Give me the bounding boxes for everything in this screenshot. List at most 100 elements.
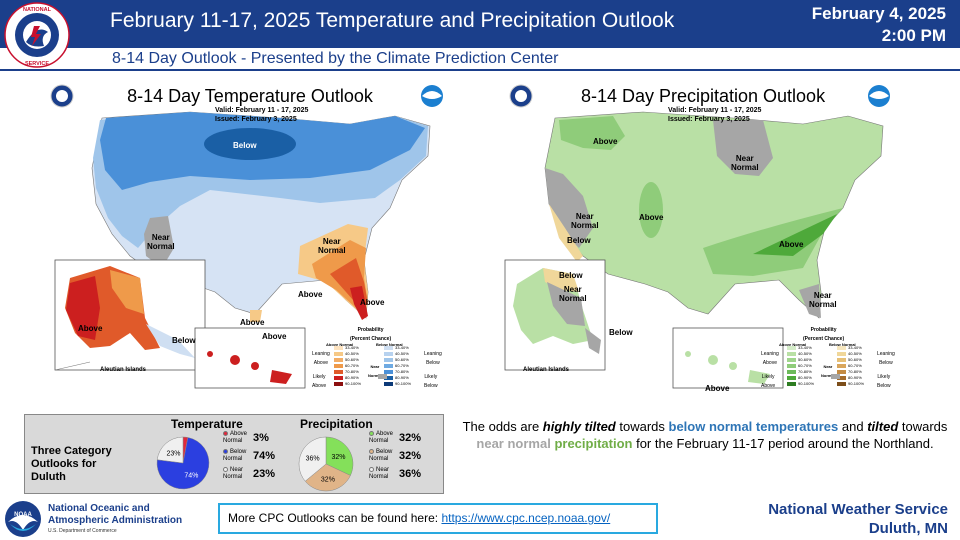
category-label: Near Normal (223, 467, 244, 481)
issue-date-time: 2:00 PM (881, 26, 946, 45)
issue-date: February 4, 2025 2:00 PM (812, 3, 946, 47)
outlook-category: Near Normal (369, 467, 389, 481)
temperature-map-title: 8-14 Day Temperature Outlook (127, 86, 373, 106)
summary-part: for the February 11-17 period around the… (632, 436, 934, 451)
category-dot-icon (369, 467, 374, 472)
summary-tilted: tilted (867, 419, 899, 434)
subtitle-bar (0, 48, 960, 71)
legend-range-label: 70-80% (798, 369, 812, 374)
legend-swatch (787, 382, 796, 386)
temp-legend-leaning-below: Leaning Below (424, 351, 442, 366)
temp-legend-heading: Probability (Percent Chance) (350, 327, 392, 342)
legend-range-label: 70-80% (395, 369, 409, 374)
precip-label-below-w: Below (567, 236, 591, 245)
category-dot-icon (223, 449, 228, 454)
precip-label-below-ak: Below (559, 271, 583, 280)
pie-slice (304, 463, 351, 492)
category-label: Below Normal (223, 449, 247, 463)
category-dot-icon (223, 467, 228, 472)
precip-label-above-se: Above (779, 240, 804, 249)
temp-legend-likely-above: Likely Above (312, 374, 327, 389)
legend-swatch (837, 370, 846, 374)
legend-swatch (384, 370, 393, 374)
legend-swatch (334, 370, 343, 374)
nws-office-location: Duluth, MN (868, 520, 948, 537)
pie-slice-label: 23% (166, 450, 180, 457)
precip-legend-heading: Probability (Percent Chance) (803, 327, 845, 342)
precip-legend-likely-above: Likely Above (761, 374, 776, 389)
summary-near-normal: near normal (476, 436, 551, 451)
precip-legend-likely-below: Likely Below (877, 374, 891, 389)
precip-label-below-ak-2: Below (609, 328, 633, 337)
legend-swatch (384, 376, 393, 380)
category-label: Below Normal (369, 449, 393, 463)
legend-swatch (334, 382, 343, 386)
pie-slice-label: 32% (331, 454, 345, 461)
legend-range-label: 60-70% (395, 363, 409, 368)
temperature-map-graphic (50, 84, 443, 389)
legend-swatch (837, 364, 846, 368)
precipitation-map-title: 8-14 Day Precipitation Outlook (580, 86, 826, 106)
legend-swatch (837, 382, 846, 386)
category-percent: 36% (399, 468, 422, 480)
nws-office: National Weather Service Duluth, MN (768, 500, 948, 538)
temp-label-below-ak: Below (172, 336, 196, 345)
temp-label-near-normal-se: Near Normal (318, 237, 346, 255)
category-dot-icon (369, 449, 374, 454)
temp-label-aleutian: Aleutian Islands (100, 367, 147, 373)
summary-part: towards (898, 419, 948, 434)
legend-swatch (384, 382, 393, 386)
legend-swatch (384, 364, 393, 368)
temp-label-near-normal-sw: Near Normal (147, 233, 175, 251)
legend-range-label: 33-40% (848, 345, 862, 350)
legend-swatch (787, 346, 796, 350)
noaa-name: National Oceanic and Atmospheric Adminis… (48, 503, 182, 527)
category-label: Above Normal (223, 431, 248, 445)
precip-label-near-normal-ak: Near Normal (559, 285, 587, 303)
legend-swatch (787, 352, 796, 356)
duluth-temperature-pie: 74% 23% (156, 436, 210, 490)
legend-range-label: 33-40% (345, 345, 359, 350)
pie-slice (298, 436, 327, 482)
legend-swatch (787, 370, 796, 374)
outlook-summary: The odds are highly tilted towards below… (454, 418, 956, 452)
legend-range-label: 90-100% (798, 381, 815, 386)
legend-swatch (787, 358, 796, 362)
precip-legend-below-col: Below Normal (829, 342, 856, 347)
duluth-outlook-box: Three Category Outlooks for Duluth Tempe… (24, 414, 444, 494)
legend-range-label: 50-60% (798, 357, 812, 362)
legend-swatch (787, 376, 796, 380)
pie-slice-label: 32% (321, 477, 335, 484)
temperature-map-issued: Issued: February 3, 2025 (215, 116, 297, 123)
temp-label-above-se: Above (298, 290, 323, 299)
outlook-category: Below Normal (369, 449, 392, 463)
summary-part: towards (615, 419, 669, 434)
legend-range-label: 50-60% (345, 357, 359, 362)
precip-label-above-nw: Above (593, 137, 618, 146)
precipitation-map-graphic (504, 84, 890, 389)
legend-swatch (334, 352, 343, 356)
legend-range-label: 33-40% (798, 345, 812, 350)
legend-range-label: 70-80% (848, 369, 862, 374)
outlook-category: Above Normal (369, 431, 393, 445)
pie-slice (156, 436, 184, 464)
duluth-box-label: Three Category Outlooks for Duluth (31, 445, 112, 483)
outlook-category: Near Normal (223, 467, 243, 481)
temp-legend-leaning-above: Leaning Above (312, 351, 330, 366)
legend-range-label: 90-100% (395, 381, 412, 386)
legend-range-label: 60-70% (798, 363, 812, 368)
temp-legend-near-normal: Near Normal (368, 364, 382, 378)
svg-text:NATIONAL: NATIONAL (23, 7, 52, 13)
legend-swatch (837, 358, 846, 362)
category-dot-icon (369, 431, 374, 436)
category-percent: 74% (253, 450, 276, 462)
legend-swatch (334, 346, 343, 350)
temp-legend-likely-below: Likely Below (424, 374, 438, 389)
cpc-link[interactable]: https://www.cpc.ncep.noaa.gov/ (441, 511, 611, 525)
temp-label-above-ak: Above (78, 324, 103, 333)
legend-range-label: 80-90% (798, 375, 812, 380)
precip-label-aleutian: Aleutian Islands (523, 367, 570, 373)
precip-label-near-normal-tx: Near Normal (809, 291, 837, 309)
legend-range-label: 40-50% (345, 351, 359, 356)
category-percent: 3% (253, 432, 269, 444)
